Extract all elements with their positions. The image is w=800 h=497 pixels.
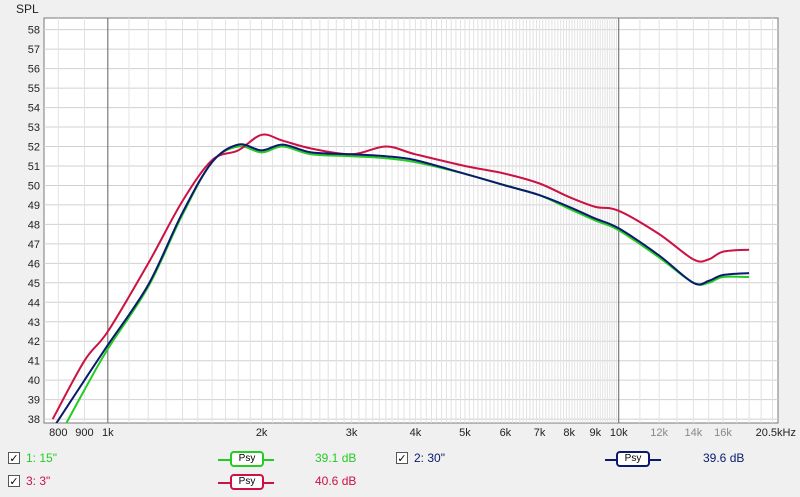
y-tick-label: 51 (28, 161, 40, 173)
y-tick-label: 45 (28, 278, 40, 290)
x-tick-label: 6k (500, 427, 512, 439)
plot-background (43, 17, 779, 424)
x-tick-label: 1k (102, 427, 114, 439)
y-tick-label: 55 (28, 83, 40, 95)
series-1-value: 39.1 dB (315, 451, 357, 465)
y-tick-label: 43 (28, 317, 40, 329)
y-tick-label: 40 (28, 375, 40, 387)
y-tick-label: 38 (28, 414, 40, 426)
series-line-3 (51, 133, 750, 420)
x-tick-label: 9k (590, 427, 602, 439)
y-axis-tick-labels: 38 39 40 41 42 43 44 45 46 47 48 49 50 51 52 53 54 55 56 57… (28, 25, 40, 426)
x-tick-label: 12k (650, 427, 668, 439)
y-tick-label: 47 (28, 239, 40, 251)
x-tick-label: 16k (714, 427, 732, 439)
y-tick-label: 49 (28, 200, 40, 212)
y-tick-label: 46 (28, 258, 40, 270)
y-tick-label: 44 (28, 297, 40, 309)
x-tick-label: 5k (459, 427, 471, 439)
series-3-value: 40.6 dB (315, 474, 357, 488)
y-axis-label: SPL (16, 2, 39, 16)
y-tick-label: 54 (28, 103, 40, 115)
series-lines (51, 133, 750, 423)
y-tick-label: 57 (28, 44, 40, 56)
x-tick-label: 14k (685, 427, 703, 439)
series-2-label: 2: 30" (414, 451, 445, 465)
x-tick-label: 2k (256, 427, 268, 439)
y-tick-label: 41 (28, 356, 40, 368)
series-1-psy-button[interactable]: Psy (230, 451, 264, 467)
x-tick-label: 10k (610, 427, 628, 439)
y-tick-label: 56 (28, 64, 40, 76)
grid-lines (44, 18, 778, 423)
x-tick-label: 900 (75, 427, 93, 439)
series-3-checkbox[interactable]: ✓ (8, 475, 20, 488)
series-1-label: 1: 15" (26, 451, 57, 465)
x-tick-label: 7k (534, 427, 546, 439)
series-3-label: 3: 3" (26, 474, 51, 488)
series-2-psy-button[interactable]: Psy (616, 451, 650, 467)
series-line-2 (55, 143, 750, 423)
y-tick-label: 39 (28, 395, 40, 407)
y-tick-label: 50 (28, 180, 40, 192)
x-tick-label: 3k (346, 427, 358, 439)
y-tick-label: 42 (28, 336, 40, 348)
x-tick-label: 20.5kHz (756, 427, 796, 439)
y-tick-label: 58 (28, 25, 40, 37)
y-tick-label: 52 (28, 142, 40, 154)
y-tick-label: 48 (28, 219, 40, 231)
x-tick-label: 800 (49, 427, 67, 439)
series-2-value: 39.6 dB (703, 451, 745, 465)
series-2-checkbox[interactable]: ✓ (396, 452, 408, 465)
series-1-checkbox[interactable]: ✓ (8, 452, 20, 465)
y-tick-label: 53 (28, 122, 40, 134)
x-axis-tick-labels: 800 900 1k 2k 3k 4k 5k 6k 7k 8k 9k 10k 12k 14k 16k 20.5… (49, 427, 796, 439)
series-3-psy-button[interactable]: Psy (230, 474, 264, 490)
x-tick-label: 4k (410, 427, 422, 439)
x-tick-label: 8k (563, 427, 575, 439)
